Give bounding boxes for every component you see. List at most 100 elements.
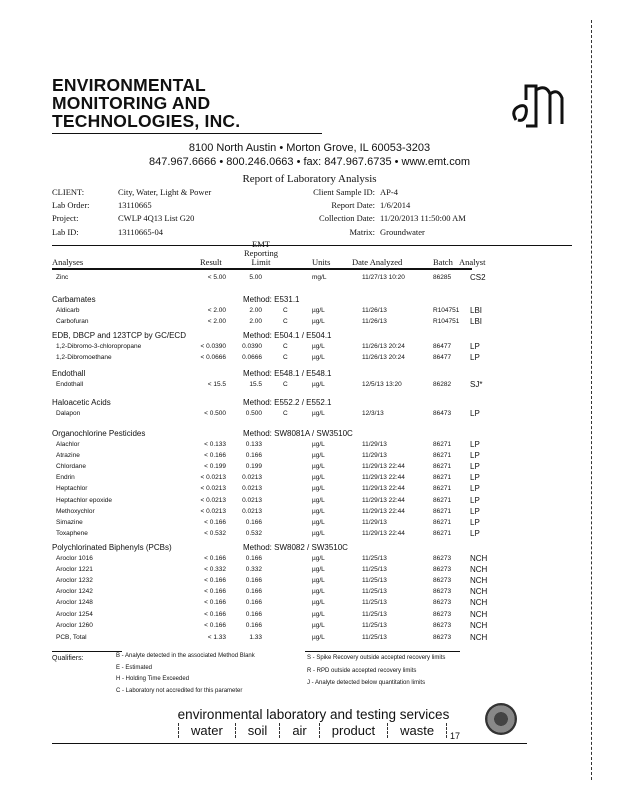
row-analyst: NCH (470, 633, 488, 643)
row-analyst: NCH (470, 553, 488, 563)
row-date-analyzed: 11/25/13 (362, 621, 387, 629)
row-result: < 0.199 (204, 462, 226, 470)
info-value: City, Water, Light & Power (118, 187, 212, 197)
info-value: CWLP 4Q13 List G20 (118, 213, 195, 223)
row-date-analyzed: 11/29/13 22:44 (362, 530, 405, 538)
row-units: µg/L (312, 342, 325, 350)
row-reporting-limit: 0.500 (245, 409, 262, 417)
row-analyst: LP (470, 341, 480, 351)
row-analyte: 1,2-Dibromo-3-chloropropane (56, 342, 142, 350)
row-date-analyzed: 11/25/13 (362, 554, 387, 562)
row-batch: 86273 (433, 554, 452, 562)
row-analyst: LP (470, 517, 480, 527)
row-qualifier: C (283, 380, 288, 388)
section-title: Carbamates (52, 295, 96, 304)
row-analyst: CS2 (470, 273, 486, 282)
section-method: Method: E531.1 (243, 295, 300, 304)
row-batch: R104751 (433, 317, 460, 325)
row-reporting-limit: 0.166 (245, 518, 262, 526)
section-title: EDB, DBCP and 123TCP by GC/ECD (52, 331, 186, 340)
row-analyte: Zinc (56, 274, 69, 281)
row-analyte: Aroclor 1016 (56, 554, 93, 562)
row-reporting-limit: 0.166 (245, 588, 262, 596)
row-batch: 86271 (433, 496, 452, 504)
row-analyte: Aroclor 1242 (56, 588, 93, 596)
row-units: µg/L (312, 317, 325, 325)
info-label: Lab Order: (52, 200, 90, 210)
row-result: < 0.0213 (200, 474, 226, 482)
row-reporting-limit: 0.532 (245, 530, 262, 538)
row-result: < 0.0213 (200, 485, 226, 493)
row-batch: 86271 (433, 485, 452, 493)
row-units: µg/L (312, 518, 325, 526)
row-reporting-limit: 5.00 (249, 274, 262, 281)
row-qualifier: C (283, 306, 288, 314)
row-units: µg/L (312, 634, 325, 642)
section-method: Method: E552.2 / E552.1 (243, 398, 332, 407)
row-analyte: Heptachlor epoxide (56, 496, 113, 504)
row-units: µg/L (312, 621, 325, 629)
row-result: < 0.0390 (200, 342, 226, 350)
row-result: < 0.166 (204, 576, 226, 584)
row-batch: 86273 (433, 565, 452, 573)
info-label: Matrix: (349, 227, 376, 237)
row-date-analyzed: 11/26/13 20:24 (362, 342, 405, 350)
info-value: 11/20/2013 11:50:00 AM (380, 213, 466, 223)
col-analyst: Analyst (459, 257, 486, 267)
row-analyte: Atrazine (56, 451, 80, 459)
row-units: µg/L (312, 306, 325, 314)
row-analyte: Toxaphene (56, 530, 88, 538)
row-analyst: LBI (470, 305, 483, 315)
company-address: 8100 North Austin • Morton Grove, IL 600… (188, 142, 431, 154)
qualifier-item: R - RPD outside accepted recovery limits (307, 667, 417, 674)
row-batch: 86271 (433, 474, 452, 482)
row-batch: 86271 (433, 440, 452, 448)
row-reporting-limit: 0.332 (245, 565, 262, 573)
row-reporting-limit: 0.133 (245, 440, 262, 448)
row-result: < 0.332 (204, 565, 226, 573)
row-qualifier: C (283, 317, 288, 325)
row-units: µg/L (312, 496, 325, 504)
row-result: < 2.00 (207, 306, 226, 314)
row-qualifier: C (283, 353, 288, 361)
col-analyses: Analyses (52, 257, 84, 267)
company-name-line-3: TECHNOLOGIES, INC. (52, 111, 241, 131)
row-date-analyzed: 11/25/13 (362, 610, 387, 618)
info-value: Groundwater (380, 227, 425, 237)
qualifier-item: J - Analyte detected below quantitation … (307, 680, 426, 686)
info-label: Lab ID: (52, 227, 79, 237)
row-analyst: LP (470, 484, 480, 494)
row-analyst: NCH (470, 598, 488, 608)
row-analyst: NCH (470, 564, 488, 574)
row-analyte: Endothall (56, 380, 84, 388)
row-analyte: Endrin (56, 474, 75, 482)
row-analyte: Aroclor 1248 (56, 599, 93, 607)
row-result: < 0.166 (204, 554, 226, 562)
col-date-analyzed: Date Analyzed (352, 257, 403, 267)
row-reporting-limit: 0.0213 (242, 474, 262, 482)
info-value: 13110665 (118, 200, 152, 210)
row-analyst: LP (470, 450, 480, 460)
info-value: 13110665-04 (118, 227, 164, 237)
company-name-line-2: MONITORING AND (52, 93, 211, 113)
row-units: mg/L (312, 274, 327, 281)
row-reporting-limit: 0.166 (245, 599, 262, 607)
row-result: < 0.133 (204, 440, 226, 448)
row-batch: 86273 (433, 634, 452, 642)
section-title: Haloacetic Acids (52, 398, 111, 407)
row-batch: 86273 (433, 588, 452, 596)
col-result: Result (200, 257, 222, 267)
row-analyst: LBI (470, 316, 483, 326)
row-units: µg/L (312, 588, 325, 596)
row-units: µg/L (312, 409, 325, 417)
row-batch: 86477 (433, 342, 452, 350)
row-date-analyzed: 12/5/13 13:20 (362, 380, 402, 388)
service-product: product (318, 723, 387, 738)
row-analyst: NCH (470, 609, 488, 619)
row-date-analyzed: 11/25/13 (362, 588, 387, 596)
info-label: CLIENT: (52, 187, 85, 197)
row-units: µg/L (312, 485, 325, 493)
row-result: < 0.166 (204, 588, 226, 596)
row-batch: 86282 (433, 380, 452, 388)
